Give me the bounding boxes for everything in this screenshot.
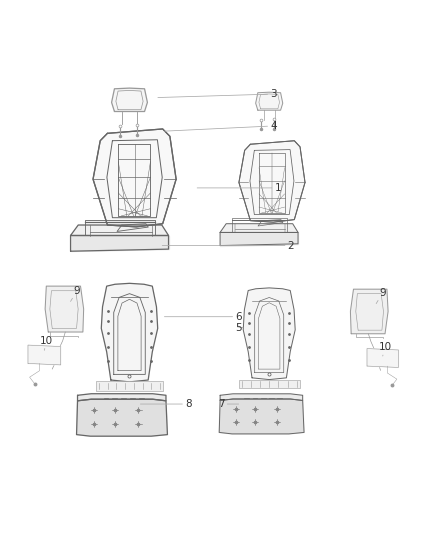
Polygon shape: [243, 288, 295, 379]
Text: 5: 5: [235, 322, 243, 333]
Polygon shape: [219, 399, 304, 434]
Text: 8: 8: [141, 399, 192, 409]
Polygon shape: [112, 88, 148, 111]
Polygon shape: [101, 284, 158, 382]
Polygon shape: [71, 236, 169, 251]
Polygon shape: [239, 141, 305, 222]
Text: 7: 7: [218, 399, 239, 409]
Polygon shape: [367, 349, 399, 367]
Text: 10: 10: [40, 336, 53, 350]
Polygon shape: [220, 394, 303, 400]
Polygon shape: [78, 394, 166, 401]
Text: 9: 9: [376, 288, 386, 304]
Text: 4: 4: [164, 121, 277, 131]
Bar: [239, 379, 300, 389]
Polygon shape: [220, 232, 298, 246]
Text: 1: 1: [197, 183, 281, 193]
Text: 6: 6: [164, 312, 242, 322]
Text: 10: 10: [378, 342, 392, 356]
Polygon shape: [71, 225, 169, 236]
Polygon shape: [45, 286, 84, 332]
Polygon shape: [93, 129, 176, 227]
Bar: [95, 381, 163, 391]
Polygon shape: [350, 289, 388, 334]
Polygon shape: [220, 224, 298, 232]
Polygon shape: [77, 399, 167, 436]
Polygon shape: [28, 345, 61, 365]
Text: 2: 2: [162, 240, 294, 251]
Text: 3: 3: [158, 89, 277, 99]
Text: 9: 9: [71, 286, 81, 302]
Polygon shape: [256, 92, 283, 110]
